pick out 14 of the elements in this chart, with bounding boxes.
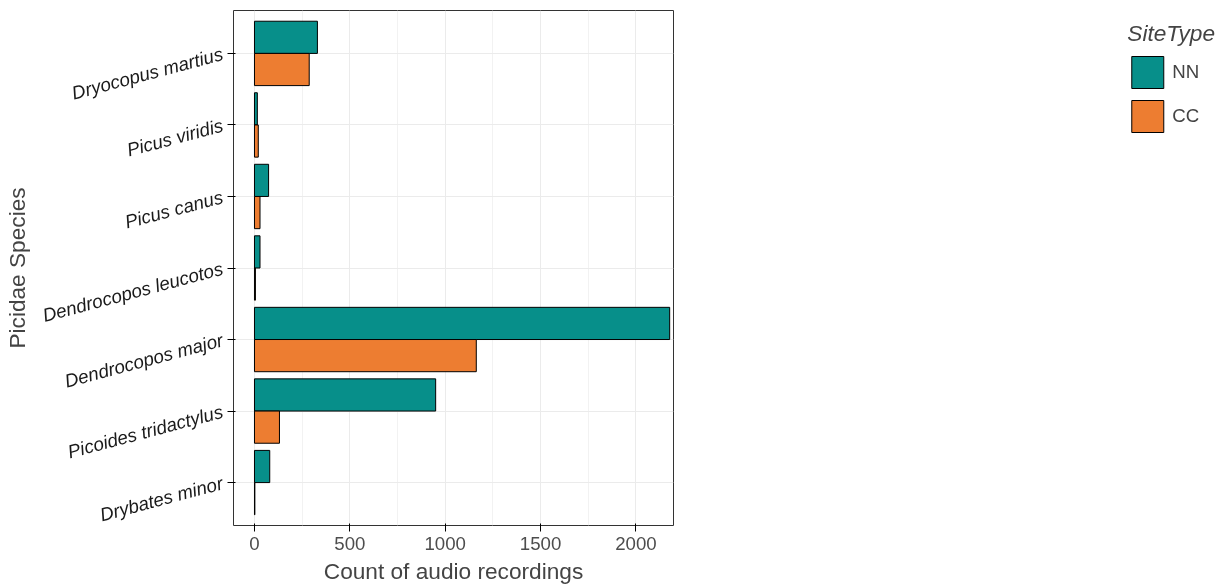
legend-title: SiteType bbox=[1127, 20, 1215, 47]
y-tick-label: Picus viridis bbox=[124, 114, 226, 161]
y-tick-label: Drybates minor bbox=[97, 472, 226, 526]
x-tick-label: 500 bbox=[334, 532, 366, 554]
legend-label: CC bbox=[1172, 105, 1200, 127]
x-tick-label: 0 bbox=[249, 532, 260, 554]
x-tick-label: 1000 bbox=[424, 532, 466, 554]
x-tick-label: 1500 bbox=[519, 532, 562, 554]
x-axis-title: Count of audio recordings bbox=[323, 557, 584, 584]
y-tick-label: Picoides tridactylus bbox=[65, 400, 226, 463]
y-tick-label: Picus canus bbox=[122, 186, 226, 233]
y-axis-title: Picidae Species bbox=[3, 187, 30, 349]
legend-label: NN bbox=[1172, 61, 1200, 83]
x-tick-label: 2000 bbox=[615, 532, 657, 554]
